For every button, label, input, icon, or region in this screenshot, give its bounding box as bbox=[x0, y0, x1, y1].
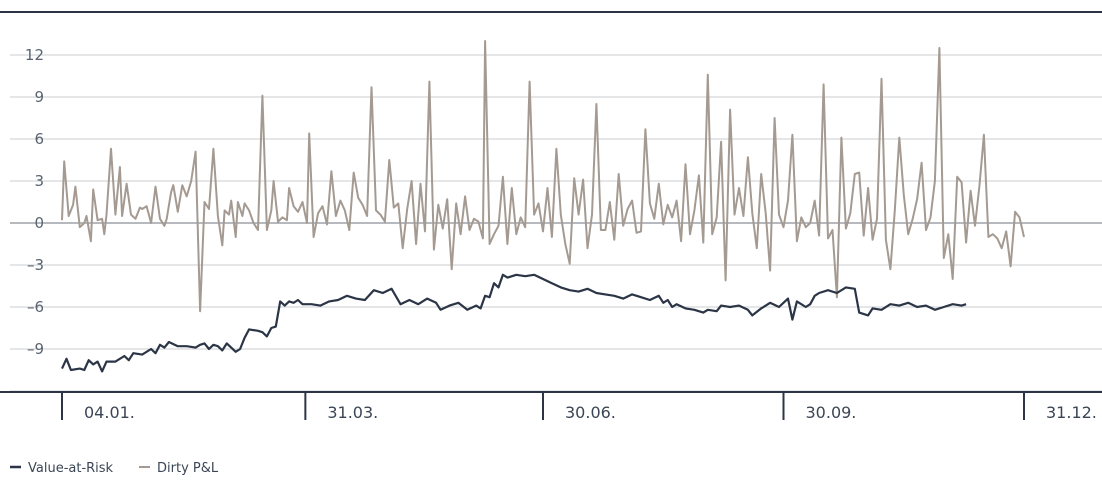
y-tick-label: 0 bbox=[34, 214, 44, 232]
y-tick-label: 3 bbox=[34, 172, 44, 190]
x-tick-labels: 04.01. 31.03. 30.06. 30.09. 31.12. bbox=[61, 392, 1097, 422]
legend: Value-at-Risk Dirty P&L bbox=[10, 461, 219, 476]
y-tick-label: –3 bbox=[27, 256, 44, 274]
legend-label: Dirty P&L bbox=[157, 461, 219, 476]
x-tick-label: 30.06. bbox=[565, 403, 616, 422]
legend-item-value-at-risk: Value-at-Risk bbox=[10, 461, 114, 476]
y-tick-label: –9 bbox=[27, 340, 44, 358]
x-tick-label: 04.01. bbox=[84, 403, 135, 422]
legend-label: Value-at-Risk bbox=[28, 461, 114, 476]
x-tick-label: 31.03. bbox=[327, 403, 378, 422]
x-tick-label: 30.09. bbox=[806, 403, 857, 422]
y-tick-label: 6 bbox=[34, 130, 44, 148]
series-line-value-at-risk bbox=[61, 273, 967, 373]
series-lines bbox=[61, 40, 1025, 373]
y-tick-labels: 12 9 6 3 0 –3 –6 –9 bbox=[25, 46, 44, 358]
x-tick-label: 31.12. bbox=[1046, 403, 1097, 422]
y-tick-label: 9 bbox=[34, 88, 44, 106]
series-line-dirty-pnl bbox=[61, 40, 1025, 313]
y-tick-label: 12 bbox=[25, 46, 44, 64]
legend-item-dirty-pnl: Dirty P&L bbox=[139, 461, 219, 476]
y-tick-label: –6 bbox=[27, 298, 44, 316]
